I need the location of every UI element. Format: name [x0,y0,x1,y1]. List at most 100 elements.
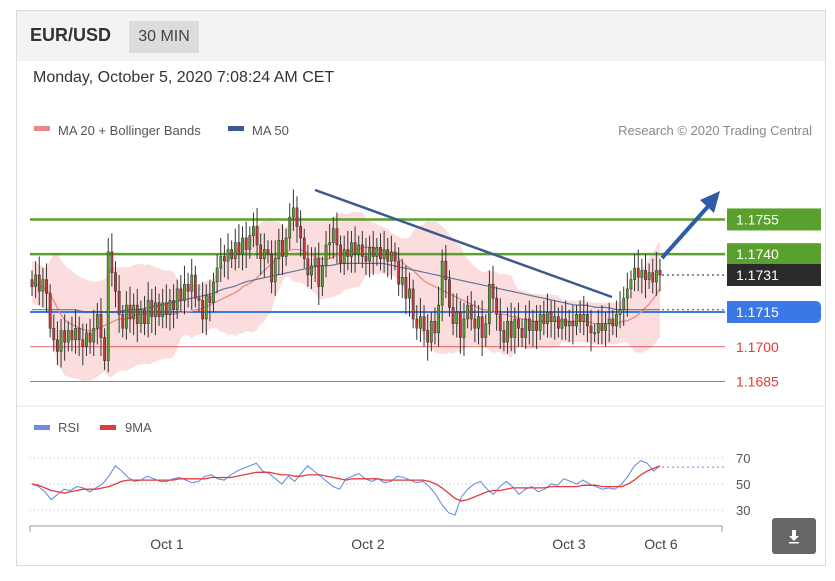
candle-body [48,293,52,329]
candle-body [324,244,328,266]
candle-body [513,318,517,338]
candle-body [230,249,234,260]
resistance-tag [727,208,821,231]
candle-body [549,311,553,322]
candle-body [183,284,186,301]
candle-body [310,265,313,276]
candle-body [462,318,466,338]
candle-body [604,323,607,331]
candle-body [488,284,491,324]
candle-body [651,272,655,283]
candle-body [288,216,292,239]
candle-body [397,260,401,285]
candle-body [346,249,350,257]
candle-body [408,288,411,299]
candle-body [393,251,397,262]
research-credit: Research © 2020 Trading Central [618,123,812,138]
candle-body [92,327,96,343]
candle-body [63,330,67,343]
candle-body [611,318,615,327]
candle-body [473,318,477,329]
forecast-arrow [660,200,714,260]
candle-body [477,316,480,329]
ma20-legend-swatch [34,126,50,131]
candle-body [335,228,339,246]
candle-body [321,265,324,287]
candle-body [567,321,571,327]
candle-body [469,304,473,320]
x-axis-label: Oct 6 [644,536,678,552]
candle-body [524,318,528,338]
candle-body [266,249,270,255]
candle-body [95,314,99,329]
resistance-label: 1.1740 [736,246,779,262]
candle-body [451,307,455,324]
resistance-tag [727,243,821,266]
ma50-legend-label: MA 50 [252,123,289,138]
candle-body [125,304,128,329]
candle-body [117,290,121,315]
candle-body [193,274,197,299]
rsi-tick-label: 70 [736,451,750,466]
current-price-label: 1.1731 [736,267,779,283]
candle-body [633,267,636,280]
download-button[interactable] [772,518,816,554]
candle-body [368,246,371,262]
candle-body [564,318,567,327]
timeframe-badge[interactable]: 30 MIN [129,21,199,53]
candle-body [99,314,103,338]
candle-body [270,253,273,283]
candle-body [241,237,244,255]
instrument-title: EUR/USD [30,25,112,45]
candle-body [37,274,41,292]
candle-body [556,316,560,329]
candle-body [106,251,110,361]
candle-body [615,314,618,327]
candle-body [379,246,382,260]
candle-body [527,318,531,331]
candle-body [419,316,422,329]
ma50-legend-swatch [228,126,244,131]
candle-body [339,244,342,264]
candle-body [306,258,310,276]
candle-body [426,330,430,343]
candle-body [135,304,139,324]
candle-body [150,300,154,317]
candle-body [375,246,379,257]
candle-body [154,302,157,317]
candle-body [390,251,393,262]
candle-body [299,226,302,239]
candle-body [342,249,346,264]
candle-body [600,323,604,331]
candle-body [259,244,263,260]
candle-body [437,304,440,334]
rsi-legend: RSI 9MA [34,420,152,435]
candle-body [226,249,230,262]
candle-body [70,330,74,341]
ma20-legend-label: MA 20 + Bollinger Bands [58,123,201,138]
candle-body [629,279,633,290]
candle-body [255,226,259,246]
candle-body [317,258,321,287]
candle-body [175,288,179,310]
candle-body [509,321,513,338]
support-label: 1.1715 [736,304,779,320]
candle-body [422,316,426,331]
candle-body [295,207,299,227]
x-axis-label: Oct 2 [351,536,385,552]
candle-body [77,327,81,341]
candle-body [506,321,509,343]
candle-body [586,314,589,327]
candle-body [520,327,524,338]
candle-body [252,226,255,236]
candle-body [56,339,59,352]
candle-body [74,327,77,341]
candle-body [458,311,462,338]
candle-body [219,256,223,269]
candle-body [212,281,215,304]
candle-body [400,277,404,285]
candle-body [542,314,546,324]
candle-body [480,316,484,338]
candle-body [495,297,499,315]
candle-body [215,267,219,283]
